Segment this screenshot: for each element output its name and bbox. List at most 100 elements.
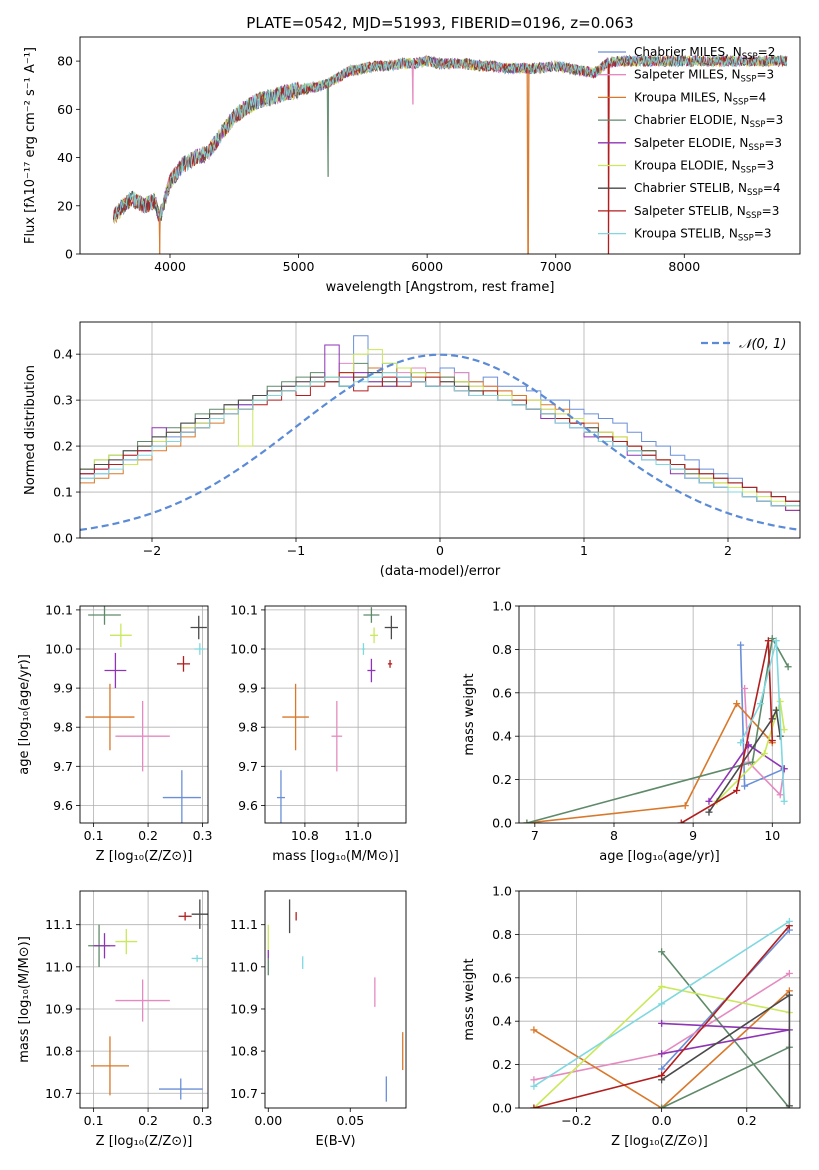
y-tick-label: 11.0: [45, 959, 73, 974]
x-tick-label: 8000: [668, 259, 700, 274]
weight-line: [739, 640, 785, 802]
error-points: [267, 899, 404, 1102]
y-axis-label: mass weight: [462, 673, 477, 755]
spectrum-series-line: [113, 54, 788, 254]
legend-entry: Chabrier MILES, NSSP=2: [634, 45, 775, 62]
x-tick-label: 8: [610, 828, 618, 843]
mass_vs_Z-panel: 0.1 0.2 0.3 10.7 10.8 10.9 11.0 11.1 Z [log₁₀(Z/…: [17, 890, 212, 1149]
x-tick-label: 0.2: [138, 828, 158, 843]
spectrum-legend: Chabrier MILES, NSSP=2 Salpeter MILES, NS…: [598, 45, 783, 244]
histogram-step: [80, 344, 800, 511]
y-tick-label: 10.1: [45, 602, 73, 617]
y-tick-label: 0.0: [53, 531, 73, 546]
y-tick-label: 10.8: [230, 1044, 258, 1059]
x-tick-label: 0.1: [84, 828, 104, 843]
histogram-step: [80, 372, 800, 507]
y-tick-label: 0.2: [53, 439, 73, 454]
legend-entry: Salpeter MILES, NSSP=3: [634, 68, 774, 85]
weight-line: [533, 990, 790, 1108]
x-axis-label: wavelength [Angstrom, rest frame]: [326, 280, 555, 295]
x-tick-label: −0.2: [561, 1113, 591, 1128]
y-tick-label: 20: [57, 198, 73, 213]
legend-entry: Kroupa ELODIE, NSSP=3: [634, 159, 774, 176]
x-axis-label: Z [log₁₀(Z/Z⊙)]: [96, 1134, 193, 1149]
weight-lines: [530, 917, 793, 1108]
spectrum-title: PLATE=0542, MJD=51993, FIBERID=0196, z=0…: [246, 14, 633, 32]
legend-entry: Kroupa MILES, NSSP=4: [634, 90, 766, 107]
x-tick-label: 7000: [540, 259, 572, 274]
x-axis-label: Z [log₁₀(Z/Z⊙)]: [611, 1134, 708, 1149]
axes-frame: [79, 605, 209, 824]
spectrum-lines: [113, 54, 788, 254]
weight_vs_Z-panel: −0.2 0.0 0.2 0.0 0.2 0.4 0.6 0.8 1.0 Z [log₁₀(Z/Z…: [462, 884, 801, 1149]
axes-frame: [79, 890, 209, 1109]
y-axis-label: age [log₁₀(age/yr)]: [17, 654, 32, 775]
x-tick-label: 1: [580, 543, 588, 558]
histogram-step: [80, 335, 800, 507]
legend-entry: Chabrier ELODIE, NSSP=3: [634, 113, 783, 130]
y-tick-label: 10.9: [230, 1001, 258, 1016]
x-tick-label: 10.8: [291, 828, 319, 843]
weight-line: [660, 951, 791, 1108]
histogram-step: [80, 372, 800, 511]
y-tick-label: 9.7: [53, 759, 73, 774]
legend-entry: Chabrier STELIB, NSSP=4: [634, 181, 781, 198]
x-tick-label: 11.0: [344, 828, 372, 843]
weight-line: [743, 688, 785, 797]
y-tick-label: 0.0: [492, 1101, 512, 1116]
y-tick-label: 80: [57, 54, 73, 69]
residual-panel: −2 −1 0 1 2 0.0 0.1 0.2 0.3 0.4 (data-model)/error…: [23, 321, 801, 579]
weight-line: [526, 702, 773, 823]
y-tick-label: 9.8: [238, 720, 258, 735]
axes-frame: [264, 605, 407, 824]
x-tick-label: 9: [689, 828, 697, 843]
y-tick-label: 0.2: [492, 772, 512, 787]
x-tick-label: 0.0: [652, 1113, 672, 1128]
y-tick-label: 0.6: [492, 685, 512, 700]
x-tick-label: 0: [436, 543, 444, 558]
x-tick-label: 2: [724, 543, 732, 558]
error-points: [88, 899, 208, 1100]
y-tick-label: 0.8: [492, 927, 512, 942]
y-tick-label: 10.7: [230, 1086, 258, 1101]
axes-frame: [264, 890, 407, 1109]
x-tick-label: −1: [287, 543, 305, 558]
x-tick-label: 6000: [411, 259, 443, 274]
legend-entry: Salpeter STELIB, NSSP=3: [634, 204, 779, 221]
y-tick-label: 10.1: [230, 602, 258, 617]
y-tick-label: 9.7: [238, 759, 258, 774]
x-tick-label: 0.2: [138, 1113, 158, 1128]
axes-frame: [79, 36, 801, 255]
legend-entry: Kroupa STELIB, NSSP=3: [634, 227, 772, 244]
axes-frame: [518, 605, 801, 824]
y-tick-label: 40: [57, 150, 73, 165]
legend-entry: Salpeter ELODIE, NSSP=3: [634, 136, 782, 153]
y-tick-label: 9.9: [238, 681, 258, 696]
y-tick-label: 60: [57, 102, 73, 117]
y-tick-label: 1.0: [492, 599, 512, 614]
x-tick-label: 0.00: [254, 1113, 282, 1128]
weight_vs_age-panel: 7 8 9 10 0.0 0.2 0.4 0.6 0.8 1.0 age [log₁₀(age/yr…: [462, 599, 801, 864]
y-axis-label: Normed distribution: [23, 365, 38, 495]
y-tick-label: 11.0: [230, 959, 258, 974]
x-tick-label: 7: [531, 828, 539, 843]
x-axis-label: Z [log₁₀(Z/Z⊙)]: [96, 849, 193, 864]
x-tick-label: 0.05: [336, 1113, 364, 1128]
y-tick-label: 10.7: [45, 1086, 73, 1101]
y-tick-label: 0.3: [53, 393, 73, 408]
x-tick-label: 0.1: [84, 1113, 104, 1128]
weight-line: [680, 640, 774, 823]
x-tick-label: 10: [764, 828, 780, 843]
histogram-step: [80, 349, 800, 511]
axes-frame: [518, 890, 801, 1109]
y-tick-label: 0.8: [492, 642, 512, 657]
x-axis-label: E(B-V): [315, 1134, 355, 1149]
y-tick-label: 10.0: [230, 642, 258, 657]
axes-frame: [79, 321, 801, 539]
error-points: [276, 607, 399, 823]
age_vs_Z-panel: 0.1 0.2 0.3 9.6 9.7 9.8 9.9 10.0 10.1 Z [log₁₀(Z/…: [17, 602, 212, 864]
y-tick-label: 9.6: [238, 798, 258, 813]
y-tick-label: 10.9: [45, 1001, 73, 1016]
x-tick-label: 0.3: [193, 828, 213, 843]
